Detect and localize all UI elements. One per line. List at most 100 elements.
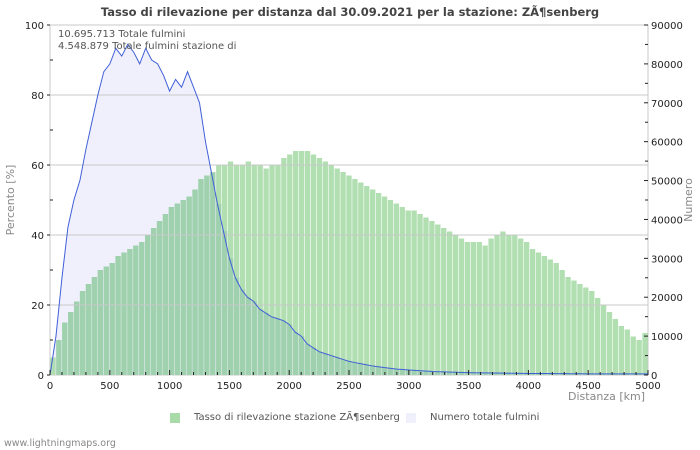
overlap-bar (156, 221, 163, 375)
overlap-bar (464, 372, 471, 375)
detection-bar (523, 242, 530, 375)
detection-bar (411, 210, 417, 375)
overlap-bar (263, 312, 269, 375)
footer-link[interactable]: www.lightningmaps.org (4, 438, 116, 449)
overlap-bar (346, 361, 352, 375)
overlap-bar (210, 172, 216, 375)
detection-bar (476, 242, 482, 375)
overlap-bar (577, 373, 583, 375)
overlap-bar (115, 256, 121, 375)
detection-bar (600, 305, 607, 375)
overlap-bar (488, 372, 494, 375)
overlap-bar (103, 266, 109, 375)
overlap-bar (512, 373, 518, 375)
overlap-bar (358, 363, 364, 375)
detection-bar (464, 242, 471, 375)
info-box: 10.695.713 Totale fulmini 4.548.879 Tota… (58, 29, 236, 53)
overlap-bar (571, 373, 577, 375)
legend-item-total: Numero totale fulmini (406, 412, 539, 423)
overlap-bar (600, 373, 607, 375)
overlap-bar (559, 373, 565, 375)
detection-bar (441, 228, 447, 375)
detection-bar (458, 238, 465, 375)
overlap-bar (642, 373, 648, 375)
overlap-bar (417, 370, 423, 375)
detection-bar (577, 284, 583, 375)
overlap-bar (168, 207, 175, 375)
overlap-bar (150, 228, 157, 375)
detection-bar (636, 340, 642, 375)
overlap-bar (216, 203, 222, 375)
overlap-bar (85, 284, 92, 375)
detection-bar (435, 224, 441, 375)
overlap-bar (612, 373, 619, 375)
detection-bar (571, 280, 577, 375)
overlap-bar (630, 373, 636, 375)
overlap-bar (429, 371, 435, 375)
detection-bar (529, 249, 536, 375)
detection-bar (618, 326, 625, 375)
overlap-bar (293, 332, 299, 375)
overlap-bar (352, 362, 358, 375)
detection-bar (470, 242, 476, 375)
overlap-bar (227, 258, 234, 375)
detection-bar (340, 172, 346, 375)
detection-bar (375, 193, 382, 375)
overlap-bar (405, 369, 411, 375)
detection-bar (293, 151, 299, 375)
overlap-bar (553, 373, 559, 375)
overlap-bar (328, 355, 334, 375)
detection-bar (310, 154, 317, 375)
overlap-bar (162, 214, 169, 375)
chart-title: Tasso di rilevazione per distanza dal 30… (100, 5, 600, 19)
y2-axis-title: Numero (682, 178, 695, 222)
overlap-bar (121, 252, 127, 375)
overlap-bar (109, 263, 115, 375)
detection-bar (565, 277, 571, 375)
y-tick-label: 40 (31, 231, 44, 242)
overlap-bar (375, 366, 382, 375)
overlap-bar (435, 371, 441, 375)
x-tick-label: 3000 (396, 381, 421, 392)
overlap-bar (233, 277, 240, 375)
overlap-bar (304, 343, 311, 375)
overlap-bar (68, 312, 74, 375)
x-tick-label: 2000 (276, 381, 301, 392)
overlap-bar (298, 336, 305, 375)
detection-bar (583, 287, 589, 375)
y-tick-label: 60 (31, 161, 44, 172)
detection-bar (429, 221, 435, 375)
overlap-bar (222, 231, 228, 375)
detection-bar (642, 333, 648, 375)
detection-bar (281, 158, 287, 375)
y-tick-label: 100 (25, 21, 44, 32)
overlap-bar (452, 372, 459, 375)
detection-bar (352, 179, 358, 375)
y-tick-label: 20 (31, 301, 44, 312)
detection-bar (518, 238, 524, 375)
detection-bar (589, 291, 595, 375)
overlap-bar (192, 189, 198, 375)
total-strikes-text: 10.695.713 Totale fulmini (58, 29, 186, 40)
x-tick-label: 3500 (456, 381, 481, 392)
overlap-bar (287, 324, 293, 375)
overlap-bar (636, 373, 642, 375)
detection-bar (393, 203, 400, 375)
overlap-bar (251, 301, 257, 375)
overlap-bar (257, 308, 263, 375)
detection-bar (595, 298, 601, 375)
detection-bar (263, 168, 269, 375)
overlap-bar (423, 371, 429, 375)
overlap-bar (624, 373, 630, 375)
y2-tick-label: 40000 (651, 215, 683, 226)
detection-bar (322, 161, 328, 375)
detection-bar (287, 154, 293, 375)
overlap-bar (529, 373, 536, 375)
detection-bar (612, 319, 619, 375)
overlap-bar (174, 203, 180, 375)
detection-bar (399, 207, 405, 375)
overlap-bar (62, 322, 68, 375)
overlap-bar (316, 351, 323, 375)
detection-bar (446, 231, 453, 375)
